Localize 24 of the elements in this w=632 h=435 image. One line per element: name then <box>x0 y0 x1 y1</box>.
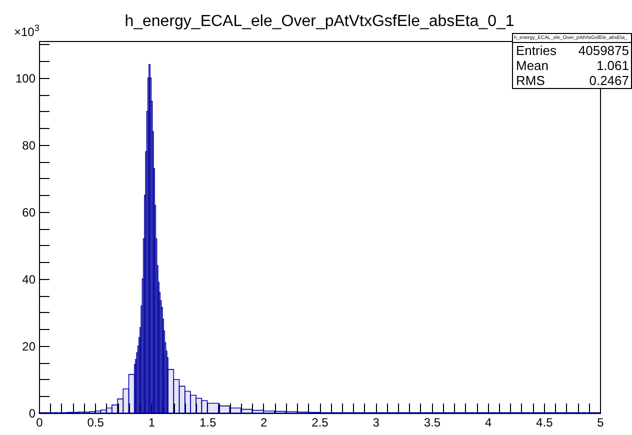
annotation: RMS <box>516 73 545 88</box>
annotation: Mean <box>516 58 549 73</box>
text: ×10$^{3}$ <box>14 23 40 39</box>
x-tick-label: 0.5 <box>87 416 104 430</box>
x-tick-label: 4 <box>484 416 492 430</box>
x-tick-label: 5 <box>597 416 604 430</box>
y-tick-label: 60 <box>22 205 36 220</box>
x-tick-label: 1.5 <box>199 416 216 430</box>
x-tick-label: 3 <box>372 416 380 430</box>
y-tick-label: 100 <box>15 71 36 86</box>
annotation: 4059875 <box>578 43 629 58</box>
annotation: Entries <box>516 43 556 58</box>
x-tick-label: 2 <box>260 416 268 430</box>
x-tick-label: 2.5 <box>312 416 329 430</box>
y-tick-label: 20 <box>22 339 36 354</box>
x-tick-label: 4.5 <box>536 416 554 430</box>
x-tick-label: 1 <box>148 416 156 430</box>
chart-title: h_energy_ECAL_ele_Over_pAtVtxGsfEle_absEta_0_1 <box>124 13 514 30</box>
y-tick-label: 0 <box>28 406 36 420</box>
annotation: 1.061 <box>596 58 629 73</box>
y-tick-label: 40 <box>22 272 36 286</box>
x-tick-label: 3.5 <box>424 416 441 430</box>
y-tick-label: 80 <box>22 138 36 152</box>
annotation: 0.2467 <box>589 73 629 88</box>
